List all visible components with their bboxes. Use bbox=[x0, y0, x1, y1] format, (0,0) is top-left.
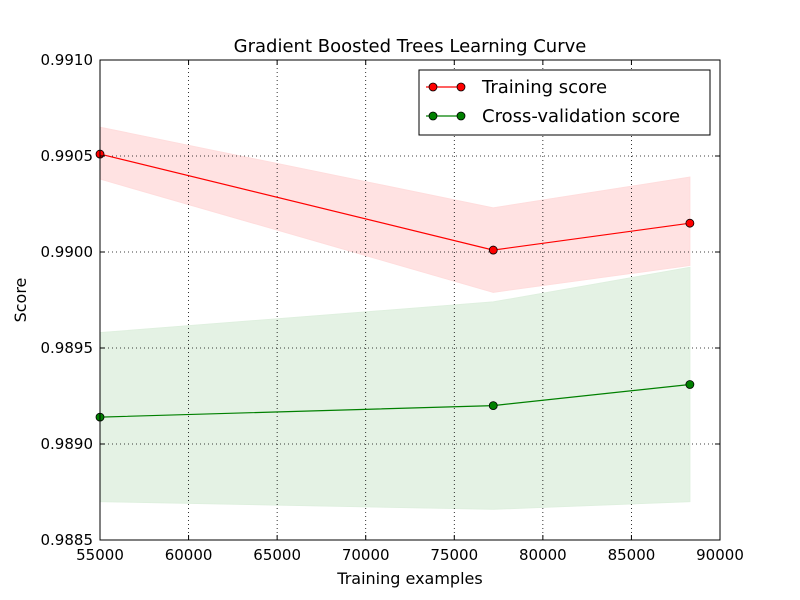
x-tick-label-1: 60000 bbox=[165, 546, 213, 564]
x-tick-label-6: 85000 bbox=[608, 546, 656, 564]
y-tick-label-3: 0.9900 bbox=[41, 243, 94, 261]
legend: Training score Cross-validation score bbox=[418, 69, 711, 136]
series-0-point-1 bbox=[488, 245, 498, 255]
legend-cv-marker-right bbox=[456, 111, 466, 121]
series-1-point-1 bbox=[488, 401, 498, 411]
y-tick-label-2: 0.9895 bbox=[41, 339, 94, 357]
y-tick-label-1: 0.9890 bbox=[41, 435, 94, 453]
legend-training-label: Training score bbox=[481, 77, 607, 98]
x-tick-label-3: 70000 bbox=[342, 546, 390, 564]
y-axis-label: Score bbox=[11, 278, 30, 323]
series-lines bbox=[95, 149, 695, 422]
x-tick-label-5: 80000 bbox=[519, 546, 567, 564]
series-1-point-2 bbox=[685, 380, 695, 389]
x-tick-label-4: 75000 bbox=[430, 546, 478, 564]
legend-training-marker-left bbox=[428, 82, 438, 92]
legend-cv-marker-left bbox=[428, 111, 438, 121]
legend-frame bbox=[418, 69, 711, 136]
y-axis-ticks: 0.9885 0.9890 0.9895 0.9900 0.9905 0.9910 bbox=[41, 51, 720, 549]
plot-area bbox=[95, 59, 721, 541]
x-axis-label: Training examples bbox=[336, 569, 482, 588]
x-axis-ticks: 55000 60000 65000 70000 75000 80000 85000 90000 bbox=[76, 60, 744, 564]
legend-cv-label: Cross-validation score bbox=[482, 106, 680, 127]
series-0-point-2 bbox=[685, 218, 695, 228]
y-tick-label-0: 0.9885 bbox=[41, 531, 94, 549]
legend-training-marker-right bbox=[456, 82, 466, 92]
plot-frame bbox=[99, 59, 721, 541]
chart-title: Gradient Boosted Trees Learning Curve bbox=[234, 36, 587, 57]
confidence-bands bbox=[99, 126, 691, 510]
x-tick-label-2: 65000 bbox=[253, 546, 301, 564]
y-tick-label-5: 0.9910 bbox=[41, 51, 94, 69]
y-tick-label-4: 0.9905 bbox=[41, 147, 94, 165]
x-tick-label-0: 55000 bbox=[76, 546, 124, 564]
x-tick-label-7: 90000 bbox=[696, 546, 744, 564]
